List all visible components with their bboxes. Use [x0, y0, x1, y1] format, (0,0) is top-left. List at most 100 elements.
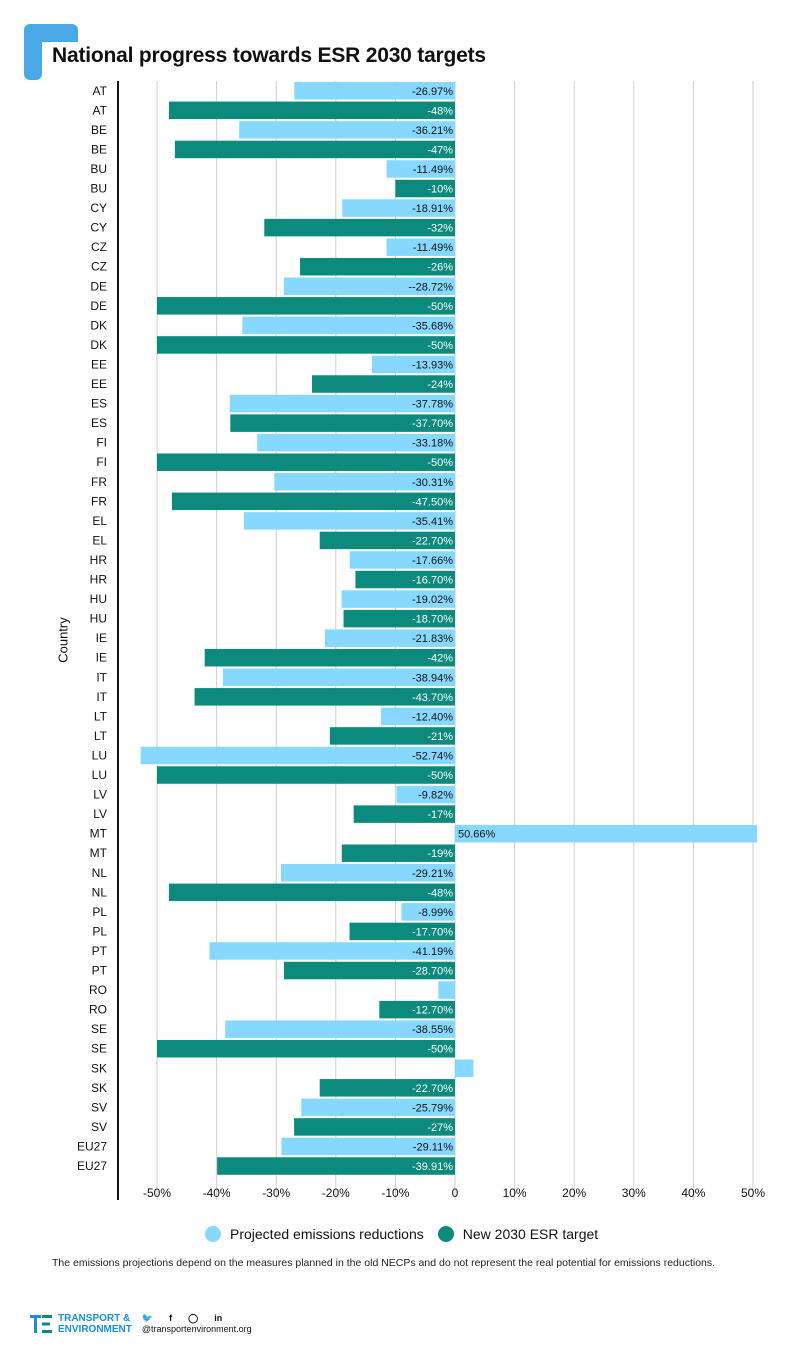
brand-name: TRANSPORT & ENVIRONMENT	[58, 1313, 132, 1335]
category-label: EL	[92, 514, 107, 528]
brand-corner-mark	[24, 24, 78, 80]
data-label: -16.70%	[412, 575, 453, 587]
data-label: -35.68%	[412, 320, 453, 332]
data-label: -37.78%	[412, 399, 453, 411]
bar-projected	[455, 1059, 474, 1078]
bar-target	[157, 453, 455, 471]
y-axis-label: Country	[55, 617, 71, 663]
category-label: NL	[92, 866, 108, 880]
category-label: SK	[91, 1061, 107, 1075]
linkedin-icon[interactable]: in	[214, 1313, 223, 1323]
data-label: -8.99%	[418, 907, 453, 919]
bar-target	[319, 531, 455, 550]
data-label: -19.02%	[412, 594, 453, 606]
data-label: --28.72%	[408, 281, 453, 293]
category-label: FR	[91, 475, 107, 489]
data-label: -47%	[427, 144, 453, 156]
data-label: -36.21%	[412, 125, 453, 137]
bar-target	[157, 766, 455, 784]
data-label: -38.55%	[412, 1024, 453, 1036]
category-label: LT	[94, 729, 108, 743]
bar-projected	[222, 668, 455, 687]
data-label: -43.70%	[412, 692, 453, 704]
data-label: -50%	[427, 770, 453, 782]
category-label: FI	[96, 455, 107, 469]
category-label: EU27	[77, 1139, 107, 1153]
x-tick-label: 10%	[503, 1186, 527, 1200]
bar-target	[168, 883, 456, 902]
bar-target	[395, 179, 455, 198]
category-label: DK	[90, 338, 107, 352]
data-label: -38.94%	[412, 672, 453, 684]
bar-target	[264, 218, 455, 237]
x-tick-label: 20%	[562, 1186, 586, 1200]
category-label: LT	[94, 709, 108, 723]
category-label: BU	[90, 162, 107, 176]
x-tick-label: 40%	[681, 1186, 705, 1200]
data-label: -39.91%	[412, 1161, 453, 1173]
category-label: AT	[93, 84, 108, 98]
data-label: -50%	[427, 1044, 453, 1056]
category-label: HU	[90, 592, 107, 606]
te-logo-icon	[30, 1315, 52, 1333]
bar-projected	[349, 551, 455, 569]
bar-target	[171, 492, 455, 511]
category-label: DE	[90, 279, 107, 293]
x-tick-label: -50%	[143, 1186, 171, 1200]
website-link[interactable]: @transportenvironment.org	[141, 1324, 252, 1334]
bar-projected	[396, 785, 455, 804]
data-label: -29.21%	[412, 868, 453, 880]
data-label: -48%	[427, 887, 453, 899]
bar-projected	[229, 394, 455, 413]
bar-target	[194, 688, 455, 706]
bar-projected	[324, 629, 455, 647]
x-tick-label: -20%	[322, 1186, 350, 1200]
category-label: SV	[91, 1100, 107, 1114]
bar-target	[341, 844, 455, 862]
category-label: CZ	[91, 240, 107, 254]
category-label: IT	[96, 690, 107, 704]
bar-projected	[140, 746, 455, 765]
bar-target	[283, 961, 455, 980]
data-label: 50.66%	[458, 829, 496, 841]
instagram-icon[interactable]: ◯	[188, 1313, 199, 1323]
bar-projected	[281, 1137, 455, 1156]
bar-projected	[386, 160, 455, 178]
category-label: RO	[89, 1003, 107, 1017]
category-label: SV	[91, 1120, 107, 1134]
facebook-icon[interactable]: f	[169, 1313, 173, 1323]
twitter-icon[interactable]: 🐦	[141, 1313, 154, 1323]
legend-swatch-target	[437, 1226, 454, 1242]
category-label: BU	[90, 182, 107, 196]
category-label: SE	[91, 1022, 107, 1036]
legend: Projected emissions reductions New 2030 …	[205, 1226, 612, 1242]
bar-target	[294, 1118, 455, 1136]
data-label: -47.50%	[412, 496, 453, 508]
bar-target	[311, 375, 455, 393]
data-label: -18.91%	[412, 203, 453, 215]
x-tick-label: 30%	[622, 1186, 646, 1200]
category-label: FI	[96, 436, 107, 450]
bar-target	[349, 922, 455, 941]
data-label: -27%	[427, 1122, 453, 1134]
data-label: -29.11%	[413, 1141, 453, 1153]
data-label: -12.70%	[412, 1005, 453, 1017]
bar-projected	[386, 238, 455, 256]
bar-projected	[239, 121, 455, 139]
bar-target	[300, 257, 455, 276]
data-label: -48%	[427, 105, 453, 117]
bar-projected	[455, 824, 757, 843]
data-label: -21%	[427, 731, 453, 743]
footer: TRANSPORT & ENVIRONMENT 🐦 f ◯ in @transp…	[30, 1313, 252, 1335]
data-label: -35.41%	[412, 516, 453, 528]
legend-label-target: New 2030 ESR target	[462, 1226, 599, 1242]
data-label: -17%	[427, 809, 453, 821]
bar-target	[204, 648, 455, 667]
category-label: IE	[96, 651, 107, 665]
bar-target	[319, 1079, 455, 1097]
bar-projected	[243, 512, 455, 530]
data-label: -32%	[427, 223, 453, 235]
bar-target	[343, 609, 455, 628]
data-label: -10%	[427, 184, 453, 196]
bar-projected	[401, 903, 455, 921]
